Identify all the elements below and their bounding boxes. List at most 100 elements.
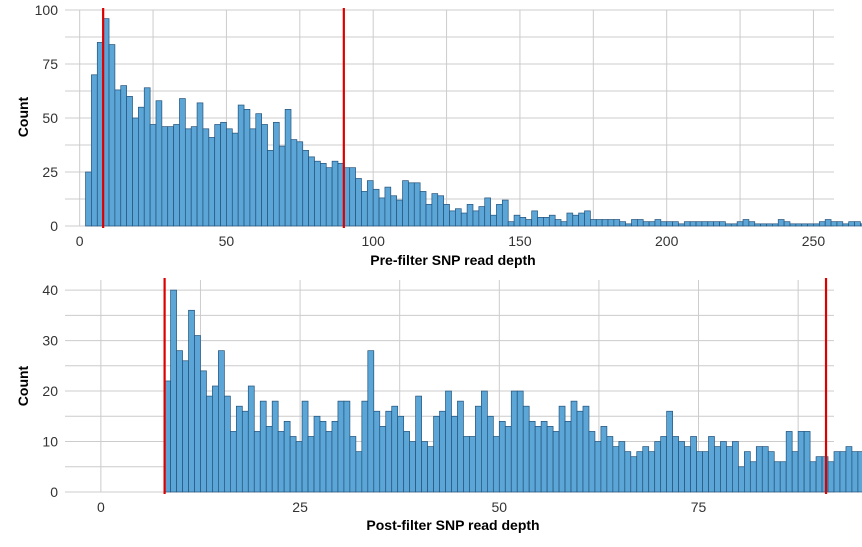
histogram-bar xyxy=(167,126,174,227)
histogram-bar xyxy=(475,405,482,493)
histogram-bar xyxy=(402,180,409,227)
histogram-bar xyxy=(492,436,500,493)
histogram-bar xyxy=(601,219,609,227)
histogram-bar xyxy=(785,431,793,493)
histogram-bar xyxy=(748,221,756,227)
y-tick-label: 10 xyxy=(42,434,58,450)
histogram-bar xyxy=(546,426,554,493)
histogram-bar xyxy=(660,221,668,227)
histogram-bar xyxy=(564,420,572,493)
histogram-bar xyxy=(466,204,474,227)
histogram-bar xyxy=(451,415,458,493)
histogram-bar xyxy=(522,405,530,493)
histogram-bar xyxy=(214,124,221,227)
pre-filter-bars xyxy=(85,18,862,227)
histogram-bar xyxy=(208,137,216,227)
histogram-bar xyxy=(755,446,763,493)
histogram-bar xyxy=(572,214,579,227)
histogram-bar xyxy=(519,217,527,227)
histogram-bar xyxy=(301,400,309,493)
histogram-bar xyxy=(366,180,374,227)
histogram-bar xyxy=(427,446,434,493)
histogram-bar xyxy=(391,405,399,493)
histogram-bar xyxy=(433,415,440,493)
histogram-bar xyxy=(754,223,761,227)
histogram-bar xyxy=(284,109,292,227)
histogram-bar xyxy=(642,446,650,493)
histogram-bar xyxy=(813,223,820,227)
histogram-bar xyxy=(738,466,745,493)
histogram-bar xyxy=(795,223,803,227)
histogram-bar xyxy=(226,128,233,227)
histogram-bar xyxy=(690,436,697,493)
histogram-bar xyxy=(607,219,615,227)
histogram-bar xyxy=(481,390,488,493)
histogram-bar xyxy=(320,163,327,227)
histogram-bar xyxy=(469,436,476,493)
y-tick-label: 25 xyxy=(42,164,58,180)
histogram-bar xyxy=(259,400,267,493)
histogram-bar xyxy=(241,410,249,493)
histogram-bar xyxy=(176,350,183,493)
histogram-bar xyxy=(161,126,169,227)
histogram-bar xyxy=(182,360,189,493)
histogram-bar xyxy=(818,221,826,227)
x-tick-label: 75 xyxy=(691,499,707,515)
histogram-bar xyxy=(108,44,116,227)
histogram-bar xyxy=(791,451,799,493)
histogram-bar xyxy=(308,156,315,227)
histogram-bar xyxy=(114,89,122,227)
histogram-bar xyxy=(396,199,403,227)
histogram-bar xyxy=(525,219,533,227)
histogram-bar xyxy=(696,451,703,493)
histogram-bar xyxy=(708,436,715,493)
histogram-bar xyxy=(367,350,375,493)
histogram-bar xyxy=(648,221,656,227)
histogram-bar xyxy=(149,124,157,227)
histogram-bar xyxy=(839,451,847,493)
histogram-bar xyxy=(409,441,416,493)
histogram-bar xyxy=(860,223,862,227)
histogram-bar xyxy=(313,415,321,493)
histogram-bar xyxy=(487,415,494,493)
histogram-bar xyxy=(337,400,345,493)
histogram-bar xyxy=(120,85,127,227)
histogram-bar xyxy=(766,223,773,227)
histogram-bar xyxy=(857,451,862,493)
histogram-bar xyxy=(789,223,797,227)
histogram-bar xyxy=(349,436,357,493)
histogram-bar xyxy=(842,223,850,227)
histogram-bar xyxy=(730,223,738,227)
histogram-bar xyxy=(261,124,268,227)
histogram-bar xyxy=(194,335,201,493)
histogram-bar xyxy=(361,400,369,493)
histogram-bar xyxy=(253,431,261,493)
histogram-bar xyxy=(408,182,415,227)
histogram-bar xyxy=(437,195,444,227)
histogram-bar xyxy=(457,400,464,493)
histogram-bar xyxy=(588,431,596,493)
histogram-bar xyxy=(155,100,163,227)
histogram-bar xyxy=(779,461,787,493)
histogram-bar xyxy=(196,102,204,227)
histogram-bar xyxy=(683,221,691,227)
histogram-bar xyxy=(625,223,632,227)
histogram-bar xyxy=(707,221,715,227)
x-tick-label: 200 xyxy=(655,233,679,249)
histogram-bar xyxy=(773,461,781,493)
histogram-bar xyxy=(543,217,550,227)
histogram-bar xyxy=(425,204,433,227)
pre-filter-y-ticks: 0 25 50 75 100 xyxy=(35,2,59,234)
histogram-bar xyxy=(271,400,279,493)
histogram-bar xyxy=(528,420,536,493)
histogram-bar xyxy=(325,167,333,227)
histogram-bar xyxy=(403,431,411,493)
histogram-bar xyxy=(501,199,509,227)
histogram-bar xyxy=(845,446,853,493)
histogram-bar xyxy=(732,441,739,493)
pre-filter-histogram: 0 25 50 75 100 0 50 100 150 200 250 Pre-filter SN… xyxy=(15,2,862,268)
histogram-bar xyxy=(548,214,556,227)
histogram-bar xyxy=(654,441,662,493)
histogram-bar xyxy=(277,431,285,493)
histogram-bar xyxy=(713,221,720,227)
